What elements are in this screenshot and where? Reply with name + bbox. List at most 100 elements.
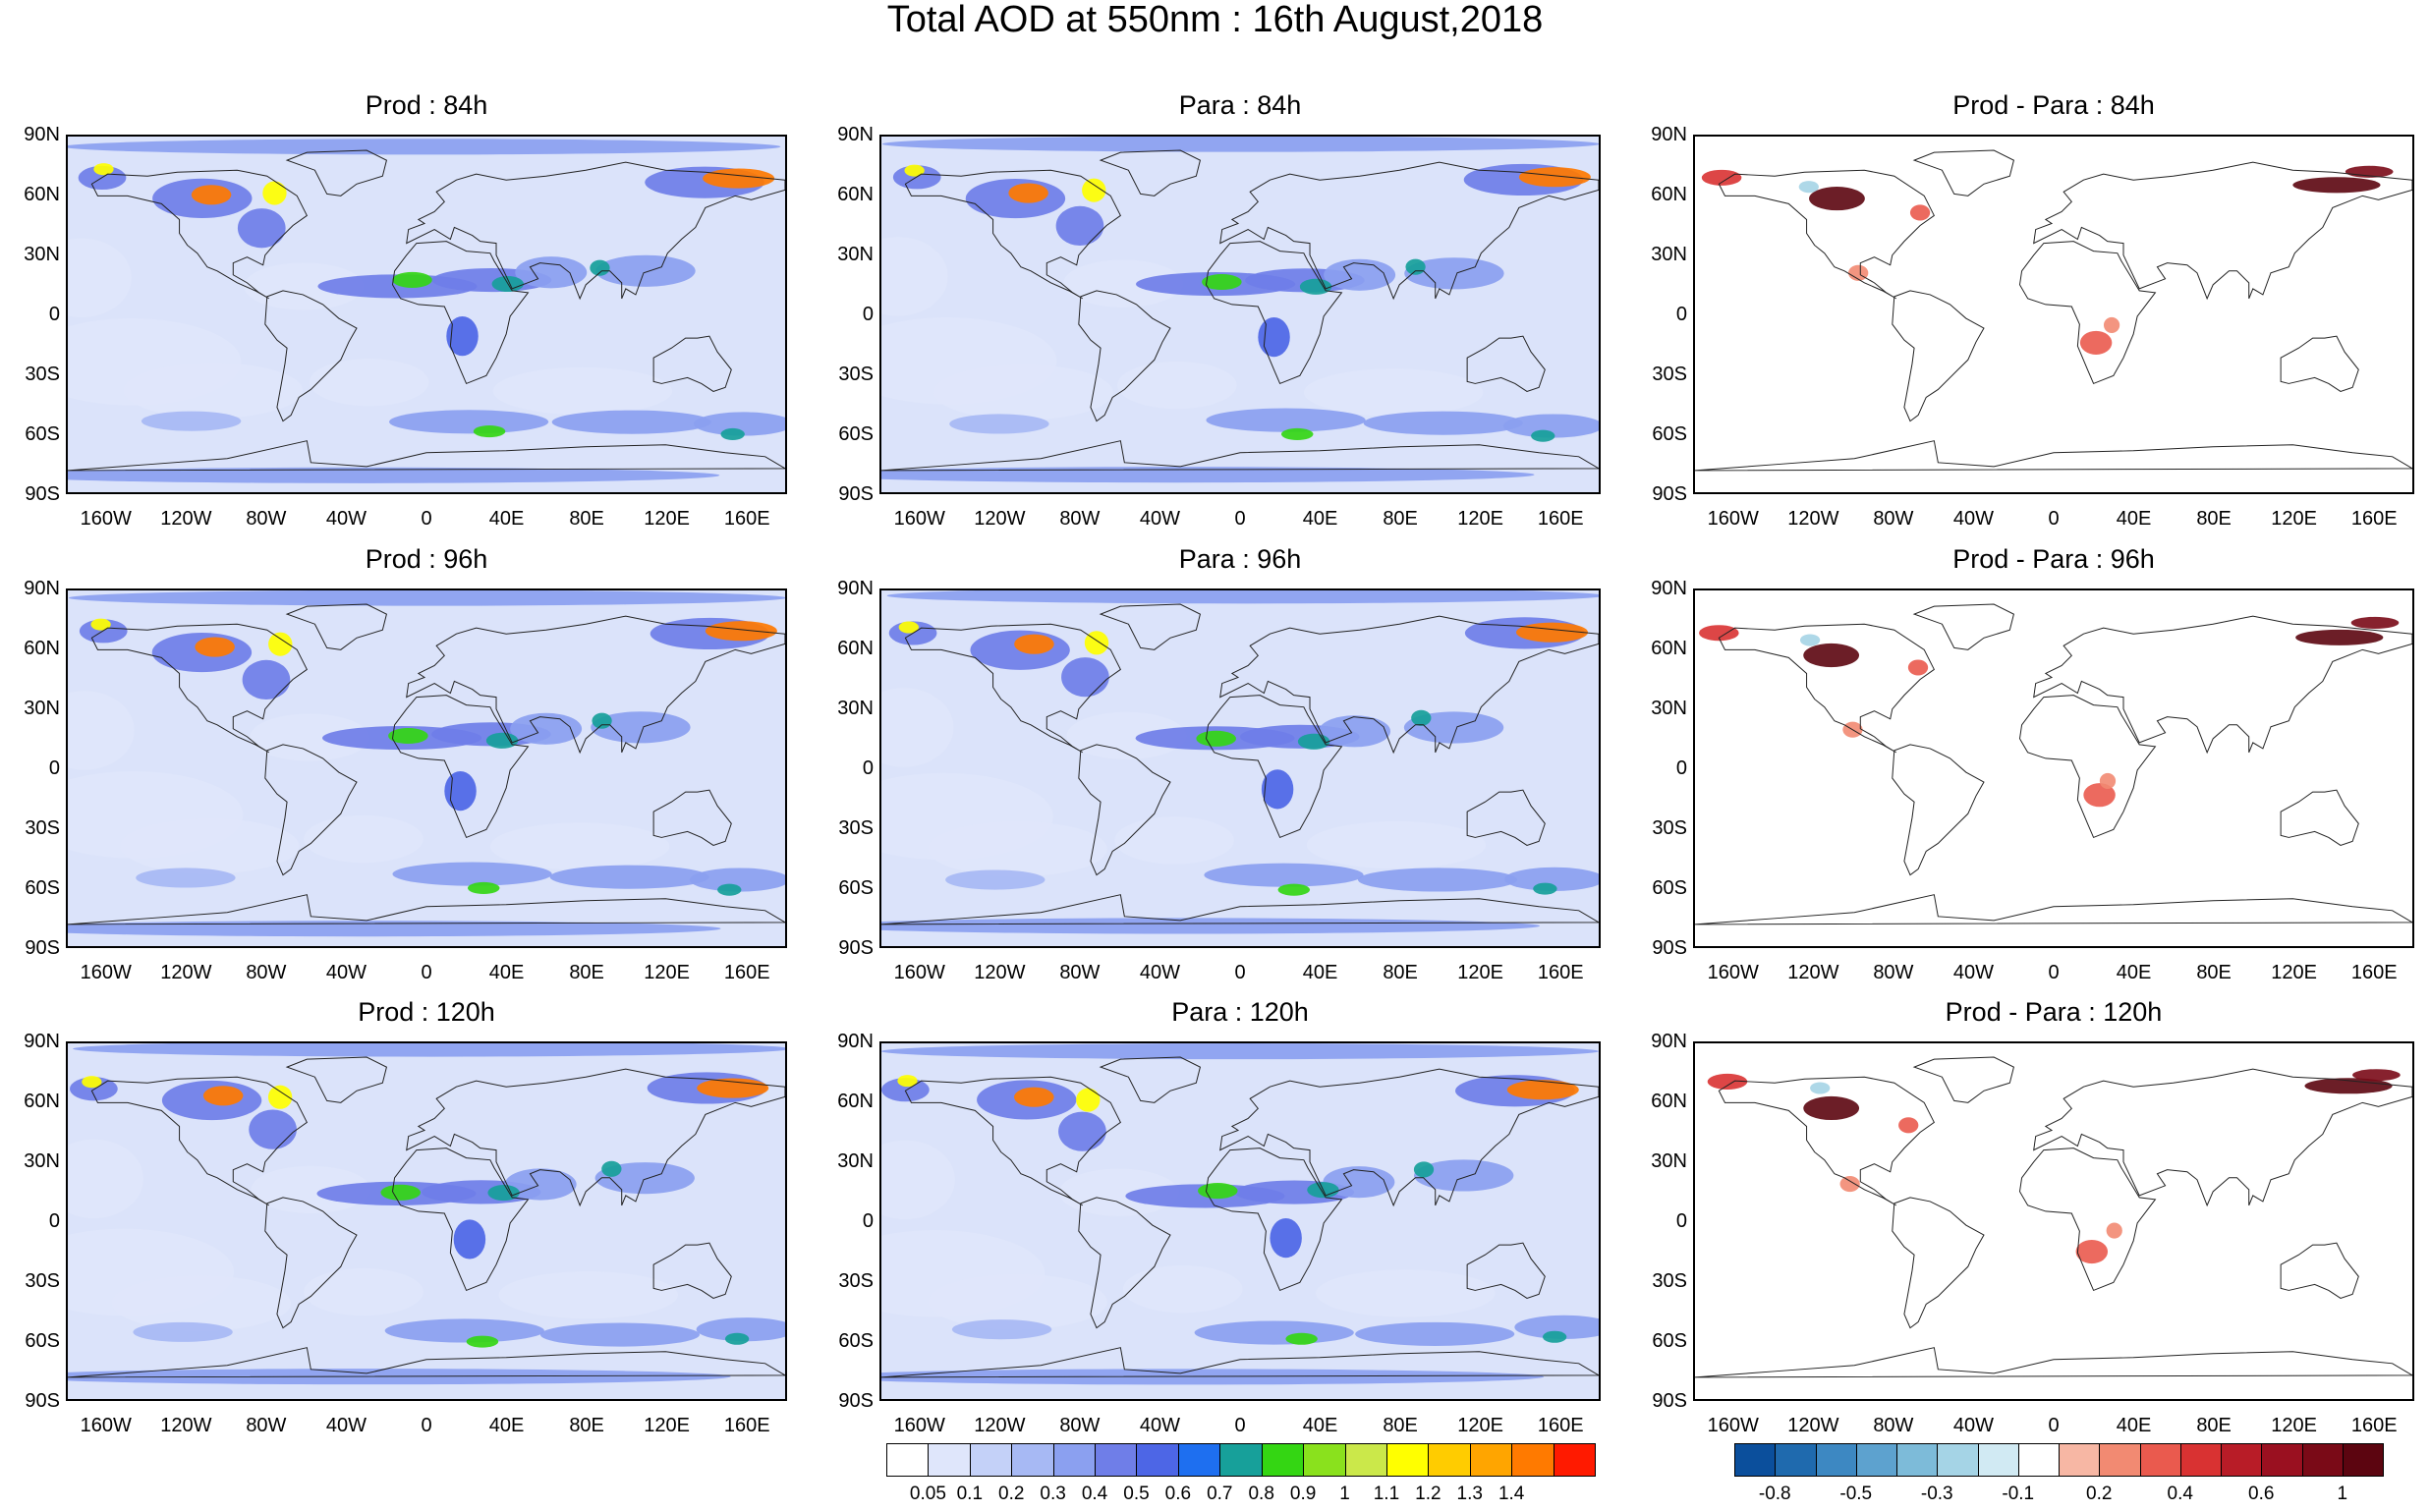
- lon-tick-label: 160W: [893, 962, 945, 983]
- coastline: [391, 695, 530, 839]
- field-cell: [590, 259, 610, 276]
- lon-tick-label: 80E: [569, 962, 604, 983]
- panel-title: Prod - Para : 120h: [1945, 997, 2163, 1027]
- coastline: [881, 894, 1599, 925]
- lat-tick-label: 30N: [837, 698, 874, 719]
- lon-tick-label: 160W: [80, 508, 132, 530]
- field-cell: [1803, 1095, 1860, 1121]
- field-cell: [73, 1043, 785, 1057]
- lat-tick-label: 60N: [837, 1091, 874, 1112]
- coastline: [1078, 1197, 1171, 1329]
- coastline: [2280, 335, 2359, 392]
- colorbar-label: 0.4: [1081, 1484, 1108, 1504]
- colorbar-colorbar_aod: 0.05 0.1 0.2 0.3 0.4 0.5 0.6 0.7 0.8 0.9 1 1.1 1.2 1.…: [886, 1443, 1596, 1512]
- lon-tick-label: 120E: [644, 508, 691, 530]
- field-cell: [1809, 187, 1865, 211]
- lat-tick-label: 60N: [1651, 638, 1687, 659]
- field-cell: [244, 262, 364, 310]
- field-cell: [1063, 259, 1183, 308]
- field-cell: [466, 1335, 499, 1348]
- field-cell: [881, 918, 1540, 934]
- coastline: [2033, 161, 2412, 301]
- lat-tick-label: 30N: [24, 698, 60, 719]
- lon-tick-label: 80E: [2196, 1415, 2232, 1436]
- field-cell: [1533, 882, 1557, 895]
- lat-tick-label: 0: [48, 1210, 60, 1232]
- coastline: [1892, 744, 1985, 876]
- lat-tick-label: 0: [862, 304, 874, 325]
- lon-tick-label: 80W: [246, 962, 287, 983]
- map-plot: [68, 590, 785, 946]
- coastline: [1695, 1347, 2412, 1378]
- colorbar-label: 0.2: [2086, 1484, 2113, 1504]
- coastline: [2018, 241, 2157, 385]
- field-cell: [1413, 1161, 1435, 1178]
- coastline: [1205, 241, 1343, 385]
- lat-tick-label: 60S: [1652, 1330, 1687, 1352]
- field-cell: [68, 238, 132, 318]
- colorbar-label: 1: [2337, 1484, 2348, 1504]
- field-cell: [267, 1085, 293, 1109]
- field-cell: [2075, 1239, 2109, 1264]
- lat-tick-label: 90S: [1652, 937, 1687, 959]
- lat-tick-label: 90N: [837, 578, 874, 599]
- lat-tick-label: 30S: [838, 817, 874, 839]
- coastline: [1205, 1148, 1343, 1292]
- coastline: [1219, 161, 1599, 301]
- colorbar-swatch: [1136, 1443, 1179, 1477]
- lat-tick-label: 60S: [25, 877, 60, 899]
- field-cell: [68, 1139, 143, 1218]
- lon-tick-label: 80W: [1059, 1415, 1101, 1436]
- field-cell: [928, 820, 1107, 877]
- lon-tick-label: 160E: [2350, 962, 2398, 983]
- field-cell: [492, 366, 673, 416]
- coastline: [904, 169, 1122, 300]
- field-cell: [1405, 258, 1426, 275]
- coastline: [1718, 169, 1936, 300]
- field-cell: [928, 1273, 1107, 1330]
- lon-tick-label: 80W: [1059, 508, 1101, 530]
- colorbar-label: 0.5: [1123, 1484, 1150, 1504]
- panel-title: Prod - Para : 96h: [1952, 544, 2155, 574]
- lat-tick-label: 30S: [838, 364, 874, 385]
- lon-tick-label: 40W: [1139, 962, 1180, 983]
- colorbar-swatch: [1344, 1443, 1387, 1477]
- colorbar-swatch: [1734, 1443, 1777, 1477]
- lat-tick-label: 30N: [837, 244, 874, 265]
- coastline: [1205, 695, 1343, 839]
- coastline: [264, 744, 358, 876]
- field-cell: [1066, 711, 1187, 759]
- coastline: [1912, 1056, 2015, 1103]
- colorbar-swatch: [1219, 1443, 1263, 1477]
- lat-tick-label: 0: [862, 1210, 874, 1232]
- coastline: [90, 623, 309, 754]
- coastline: [1466, 789, 1546, 846]
- lon-tick-label: 80E: [569, 508, 604, 530]
- field-cell: [1204, 863, 1364, 887]
- lon-tick-label: 160W: [80, 962, 132, 983]
- lon-tick-label: 160E: [1537, 1415, 1584, 1436]
- map-plot: [1695, 590, 2412, 946]
- field-cell: [1414, 1159, 1514, 1192]
- colorbar-swatch: [2017, 1443, 2060, 1477]
- lat-tick-label: 30N: [837, 1150, 874, 1172]
- lon-tick-label: 40W: [325, 1415, 367, 1436]
- lat-tick-label: 90S: [25, 1390, 60, 1412]
- map-panel: [66, 135, 787, 494]
- field-cell: [2350, 616, 2400, 629]
- lat-tick-label: 30S: [1652, 817, 1687, 839]
- field-cell: [111, 1275, 292, 1331]
- map-panel: [879, 135, 1601, 494]
- lon-tick-label: 120W: [974, 508, 1026, 530]
- colorbar-swatch: [1469, 1443, 1513, 1477]
- colorbar-label: 0.4: [2167, 1484, 2193, 1504]
- lon-tick-label: 80W: [1873, 1415, 1914, 1436]
- lon-tick-label: 0: [1234, 1415, 1246, 1436]
- lat-tick-label: 60N: [1651, 1091, 1687, 1112]
- lat-tick-label: 90S: [1652, 1390, 1687, 1412]
- field-cell: [1202, 273, 1242, 291]
- coastline: [285, 603, 388, 650]
- field-cell: [389, 410, 549, 434]
- panel-title: Para : 84h: [1178, 90, 1302, 120]
- field-cell: [392, 271, 432, 288]
